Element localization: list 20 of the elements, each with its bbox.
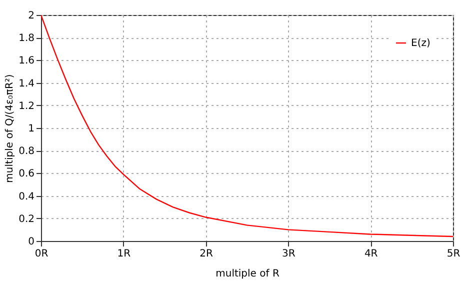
x-tick-label: 0R xyxy=(34,248,48,260)
x-tick-label: 1R xyxy=(117,248,131,260)
y-tick-label: 1 xyxy=(28,124,34,134)
x-tick-label: 4R xyxy=(364,248,378,260)
y-tick-label: 1.4 xyxy=(18,78,34,90)
y-axis-title: multiple of Q/(4ε₀πR²) xyxy=(4,74,16,183)
y-tick-label: 0.8 xyxy=(18,146,34,158)
y-tick-label: 0.4 xyxy=(18,191,34,202)
y-tick-label: 0.6 xyxy=(18,168,34,180)
y-tick-label: 1.6 xyxy=(18,56,34,67)
y-tick-label: 1.2 xyxy=(18,100,34,112)
x-tick-label: 5R xyxy=(446,248,460,260)
x-tick-label: 2R xyxy=(200,248,214,260)
x-tick-label: 3R xyxy=(282,248,296,260)
y-tick-label: 0 xyxy=(28,236,34,248)
y-tick-label: 2 xyxy=(28,10,34,22)
x-axis-title: multiple of R xyxy=(216,268,280,280)
legend-label: E(z) xyxy=(411,38,430,49)
y-tick-label: 0.2 xyxy=(18,214,34,225)
y-tick-label: 1.8 xyxy=(18,33,34,44)
